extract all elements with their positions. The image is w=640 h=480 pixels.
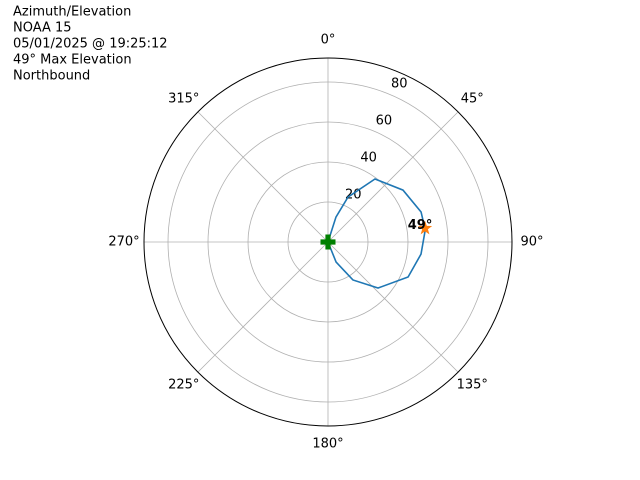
theta-tick-label: 180° <box>312 437 343 452</box>
theta-grid-line <box>327 111 459 243</box>
marker-label: 49° <box>408 218 433 233</box>
r-grid-circle <box>167 81 489 403</box>
theta-grid-line <box>197 111 329 243</box>
title-line: Azimuth/Elevation <box>13 5 131 20</box>
trajectory-line <box>327 178 427 289</box>
r-grid-circle <box>207 121 449 363</box>
theta-tick-label: 0° <box>321 33 336 48</box>
theta-grid-line <box>197 241 329 373</box>
r-grid-circle <box>247 161 409 323</box>
plus-marker <box>320 234 336 250</box>
theta-tick-label: 90° <box>520 235 543 250</box>
r-tick-label: 60 <box>376 114 393 129</box>
theta-tick-label: 315° <box>168 92 199 107</box>
theta-tick-label: 270° <box>108 235 139 250</box>
title-line: NOAA 15 <box>13 21 72 36</box>
title-line: Northbound <box>13 69 90 84</box>
star-marker <box>417 220 433 235</box>
theta-grid-line <box>327 241 459 373</box>
title-line: 49° Max Elevation <box>13 53 132 68</box>
theta-tick-label: 135° <box>457 377 488 392</box>
r-tick-label: 80 <box>391 77 408 92</box>
polar-frame <box>143 57 513 427</box>
r-tick-label: 40 <box>360 151 377 166</box>
r-grid-circle <box>287 201 369 283</box>
theta-tick-label: 45° <box>461 92 484 107</box>
theta-tick-label: 225° <box>168 377 199 392</box>
title-line: 05/01/2025 @ 19:25:12 <box>13 37 168 52</box>
